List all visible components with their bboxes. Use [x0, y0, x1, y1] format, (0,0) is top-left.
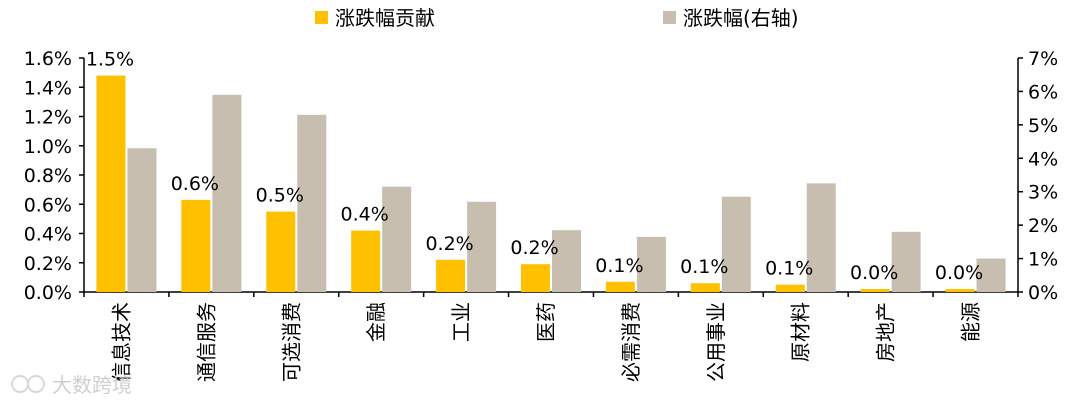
- y-left-tick-label: 0.2%: [24, 253, 72, 275]
- y-left-tick-label: 0.4%: [24, 224, 72, 246]
- bar-contribution: [605, 281, 635, 292]
- y-left-tick-label: 1.0%: [24, 136, 72, 158]
- data-label: 0.2%: [425, 233, 473, 255]
- category-label: 能源: [959, 302, 983, 342]
- y-left-tick-label: 0.8%: [24, 165, 72, 187]
- y-right-tick-label: 0%: [1028, 282, 1058, 304]
- y-right-tick-label: 7%: [1028, 48, 1058, 70]
- category-label: 工业: [449, 302, 473, 342]
- bar-change: [721, 196, 751, 292]
- logo-ring-right: [27, 375, 45, 393]
- plot-area: 0.0% 0.2% 0.4% 0.6% 0.8% 1.0% 1.2% 1.4% 1.6% 0% 1%…: [24, 48, 1058, 382]
- bar-contribution: [351, 230, 381, 292]
- y-left-tick-label: 1.4%: [24, 77, 72, 99]
- y-left-tick-label: 1.2%: [24, 107, 72, 129]
- bar-contribution: [860, 289, 890, 292]
- data-label: 1.5%: [86, 49, 134, 71]
- data-label: 0.1%: [680, 256, 728, 278]
- y-right-tick-label: 1%: [1028, 249, 1058, 271]
- data-label: 0.2%: [510, 237, 558, 259]
- y-left-tick-label: 0.0%: [24, 282, 72, 304]
- data-label: 0.1%: [765, 258, 813, 280]
- data-label: 0.0%: [935, 262, 983, 284]
- bar-change: [636, 236, 666, 292]
- category-label: 金融: [364, 302, 388, 342]
- bar-change: [891, 231, 921, 292]
- bar-change: [976, 258, 1006, 292]
- data-label: 0.5%: [256, 185, 304, 207]
- bar-contribution: [945, 289, 975, 292]
- legend-label-change: 涨跌幅(右轴): [683, 6, 799, 30]
- category-label: 可选消费: [279, 302, 303, 382]
- bar-contribution: [775, 284, 805, 292]
- watermark: 大数跨境: [11, 373, 132, 397]
- bar-change: [212, 94, 242, 293]
- watermark-text: 大数跨境: [52, 373, 132, 397]
- category-label: 信息技术: [109, 302, 133, 382]
- y-left-tick-label: 0.6%: [24, 194, 72, 216]
- category-label: 必需消费: [619, 302, 643, 382]
- bar-contribution: [96, 75, 126, 292]
- y-right-tick-label: 3%: [1028, 182, 1058, 204]
- category-label: 房地产: [874, 302, 898, 362]
- data-label: 0.1%: [595, 255, 643, 277]
- bar-contribution: [266, 211, 296, 292]
- bar-change: [467, 201, 497, 292]
- bar-change: [127, 148, 157, 292]
- category-label: 原材料: [789, 302, 813, 362]
- logo-icon: [11, 375, 45, 393]
- legend: 涨跌幅贡献 涨跌幅(右轴): [315, 6, 799, 30]
- bar-contribution: [436, 259, 466, 292]
- bar-contribution: [521, 264, 550, 292]
- y-right-tick-label: 5%: [1028, 115, 1058, 137]
- bar-contribution: [181, 199, 211, 292]
- data-label: 0.0%: [850, 262, 898, 284]
- category-label: 医药: [534, 302, 558, 342]
- bar-change: [552, 230, 581, 292]
- data-label: 0.6%: [171, 173, 219, 195]
- category-label: 通信服务: [194, 302, 218, 382]
- logo-ring-left: [11, 375, 29, 393]
- category-label: 公用事业: [704, 302, 728, 382]
- bar-change: [806, 183, 836, 292]
- legend-swatch-change: [663, 11, 676, 24]
- legend-swatch-contribution: [315, 11, 328, 24]
- bar-change: [297, 114, 327, 292]
- y-right-tick-label: 6%: [1028, 81, 1058, 103]
- data-label: 0.4%: [341, 204, 389, 226]
- y-right-tick-label: 4%: [1028, 148, 1058, 170]
- legend-label-contribution: 涨跌幅贡献: [335, 6, 435, 30]
- bar-change: [382, 186, 412, 292]
- y-right-tick-label: 2%: [1028, 215, 1058, 237]
- bar-contribution: [690, 283, 720, 292]
- y-left-tick-label: 1.6%: [24, 48, 72, 70]
